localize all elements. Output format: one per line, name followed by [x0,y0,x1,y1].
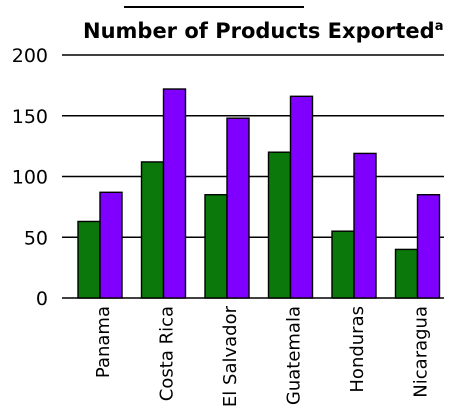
bar-el-salvador-series-1 [204,194,228,299]
bar-nicaragua-series-1 [394,248,419,299]
category-label: Nicaragua [411,306,432,398]
category-label: Costa Rica [157,306,178,401]
x-axis-categories: Panama Costa Rica El Salvador Guatemala Hond… [93,305,432,407]
bar-nicaragua-series-2 [416,194,441,299]
bars [77,88,441,299]
chart-title-superscript: a [435,19,444,34]
category-label: Panama [93,306,114,378]
bar-honduras-series-1 [331,230,355,299]
bar-honduras-series-2 [353,152,377,299]
category-label: El Salvador [220,305,241,407]
y-axis-ticks: 0 50 100 150 200 [12,45,48,310]
bar-costa-rica-series-1 [140,161,165,299]
chart-title: Number of Products Exported [83,19,435,43]
bar-costa-rica-series-2 [162,88,187,299]
y-tick-label: 100 [12,167,48,189]
y-tick-label: 150 [12,106,48,128]
y-tick-label: 50 [24,227,48,249]
gridlines [62,54,444,299]
category-label: Honduras [347,306,368,393]
bar-panama-series-2 [99,191,123,299]
bar-el-salvador-series-2 [226,117,250,299]
y-tick-label: 0 [36,288,48,310]
category-label: Guatemala [284,306,305,405]
bar-guatemala-series-1 [267,151,292,299]
bar-panama-series-1 [77,220,101,299]
bar-guatemala-series-2 [289,95,314,299]
svg-text:Number of Products Exporteda: Number of Products Exporteda [83,19,443,43]
y-tick-label: 200 [12,45,48,67]
